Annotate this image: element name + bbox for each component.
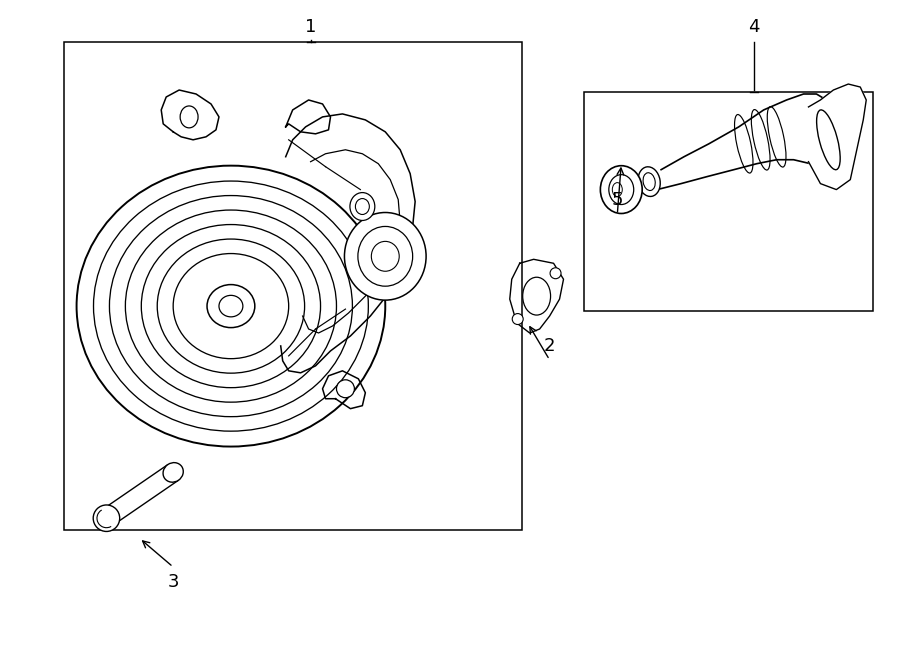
- Ellipse shape: [638, 167, 661, 196]
- Ellipse shape: [356, 198, 369, 214]
- Text: 4: 4: [748, 19, 760, 36]
- Polygon shape: [101, 465, 178, 526]
- Ellipse shape: [608, 175, 634, 204]
- Circle shape: [512, 313, 523, 325]
- Bar: [64, 42, 522, 530]
- Ellipse shape: [180, 106, 198, 128]
- Ellipse shape: [207, 285, 255, 328]
- Polygon shape: [637, 94, 828, 194]
- Ellipse shape: [345, 212, 426, 300]
- Ellipse shape: [644, 173, 655, 190]
- Circle shape: [550, 268, 561, 279]
- Ellipse shape: [358, 227, 413, 286]
- Text: 3: 3: [167, 573, 179, 591]
- Ellipse shape: [523, 277, 551, 315]
- Ellipse shape: [350, 192, 374, 221]
- Ellipse shape: [163, 463, 184, 482]
- Bar: [584, 92, 873, 311]
- Text: 1: 1: [305, 19, 316, 36]
- Text: 2: 2: [544, 337, 555, 355]
- Ellipse shape: [372, 241, 400, 271]
- Ellipse shape: [612, 182, 622, 196]
- Ellipse shape: [94, 505, 120, 531]
- Ellipse shape: [816, 110, 841, 170]
- Circle shape: [337, 380, 355, 398]
- Polygon shape: [808, 84, 866, 190]
- Ellipse shape: [219, 295, 243, 317]
- Ellipse shape: [600, 166, 643, 214]
- Text: 5: 5: [611, 190, 623, 209]
